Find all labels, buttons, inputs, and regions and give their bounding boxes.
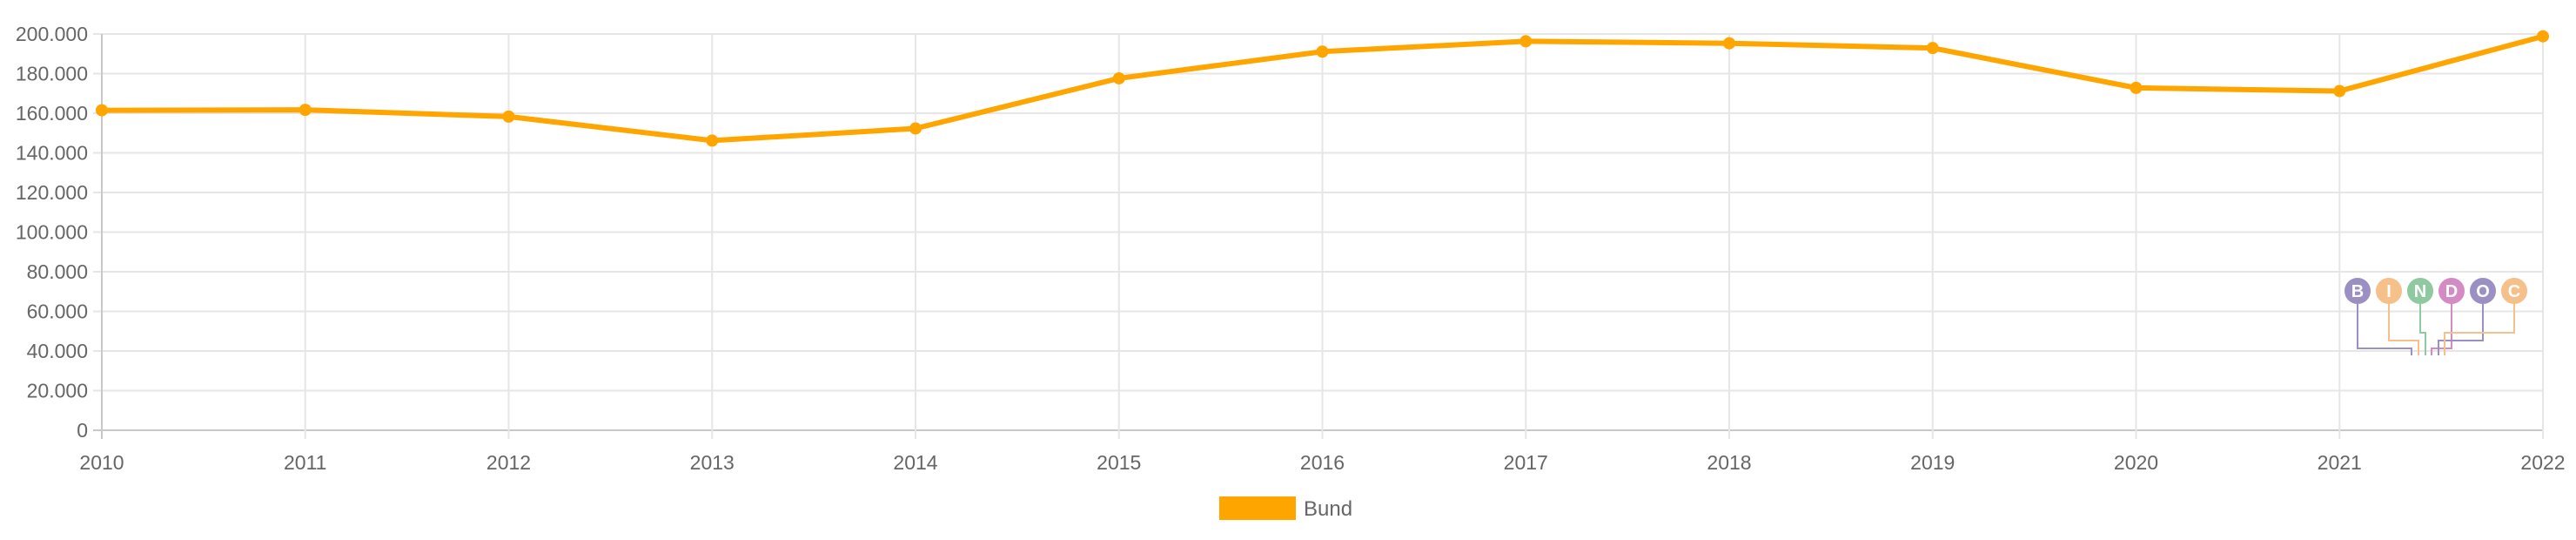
x-tick-label: 2011 <box>284 451 326 474</box>
watermark-connector <box>2388 303 2419 355</box>
watermark-connector <box>2357 303 2412 355</box>
data-point[interactable] <box>1519 35 1533 48</box>
x-tick-label: 2018 <box>1707 451 1751 474</box>
data-point[interactable] <box>2537 30 2549 43</box>
watermark-letter: C <box>2508 282 2520 301</box>
legend[interactable]: Bund <box>1219 496 1352 521</box>
data-point[interactable] <box>299 104 312 117</box>
x-tick-label: 2022 <box>2520 451 2565 474</box>
legend-swatch-bund[interactable] <box>1219 496 1296 520</box>
x-tick-label: 2013 <box>690 451 735 474</box>
x-tick-label: 2016 <box>1300 451 1345 474</box>
watermark-letter: B <box>2351 282 2364 301</box>
x-tick-label: 2014 <box>893 451 937 474</box>
y-tick-label: 140.000 <box>16 142 88 165</box>
watermark-letter-circle <box>2345 278 2371 304</box>
watermark-letter-circle <box>2407 278 2433 304</box>
x-tick-label: 2015 <box>1097 451 1141 474</box>
y-tick-label: 200.000 <box>16 23 88 45</box>
y-tick-label: 100.000 <box>16 221 88 244</box>
x-tick-label: 2021 <box>2318 451 2362 474</box>
y-tick-label: 20.000 <box>27 380 88 402</box>
data-point[interactable] <box>1926 42 1939 55</box>
watermark-letter: O <box>2476 282 2490 301</box>
x-tick-label: 2019 <box>1910 451 1955 474</box>
legend-label-bund[interactable]: Bund <box>1304 497 1352 521</box>
x-tick-label: 2017 <box>1504 451 1548 474</box>
watermark-letter: D <box>2445 282 2458 301</box>
data-point[interactable] <box>1723 37 1735 50</box>
data-point[interactable] <box>1112 71 1125 84</box>
data-point[interactable] <box>706 134 719 147</box>
watermark-letter-circle <box>2470 278 2496 304</box>
data-point[interactable] <box>909 122 922 135</box>
data-point[interactable] <box>96 104 108 117</box>
watermark-connector <box>2438 303 2484 355</box>
y-tick-label: 160.000 <box>16 102 88 125</box>
watermark-letter-circle <box>2501 278 2527 304</box>
watermark-letter-circle <box>2376 278 2402 304</box>
grid-lines <box>93 33 2544 439</box>
y-axis: 0 20.000 40.000 60.000 80.000 100.000 120.000 1… <box>16 23 88 442</box>
watermark-connector <box>2419 303 2426 355</box>
series-bund <box>96 30 2549 147</box>
x-tick-label: 2012 <box>486 451 531 474</box>
watermark-letter: I <box>2386 282 2392 301</box>
y-tick-label: 80.000 <box>27 260 88 283</box>
watermark-connector <box>2444 303 2515 355</box>
y-tick-label: 40.000 <box>27 340 88 362</box>
data-point[interactable] <box>2333 84 2346 98</box>
watermark-letter-circle <box>2438 278 2465 304</box>
data-point[interactable] <box>1316 45 1329 58</box>
x-tick-label: 2010 <box>79 451 124 474</box>
y-tick-label: 0 <box>77 419 88 442</box>
y-tick-label: 180.000 <box>16 63 88 85</box>
data-point[interactable] <box>502 110 515 123</box>
watermark-letter: N <box>2414 282 2426 301</box>
data-point[interactable] <box>2130 81 2143 94</box>
y-tick-label: 120.000 <box>16 181 88 204</box>
x-axis: 2010 2011 2012 2013 2014 2015 2016 2017 2018 2019… <box>79 451 2565 474</box>
y-tick-label: 60.000 <box>27 300 88 323</box>
watermark-connector <box>2431 303 2452 355</box>
x-tick-label: 2020 <box>2114 451 2158 474</box>
